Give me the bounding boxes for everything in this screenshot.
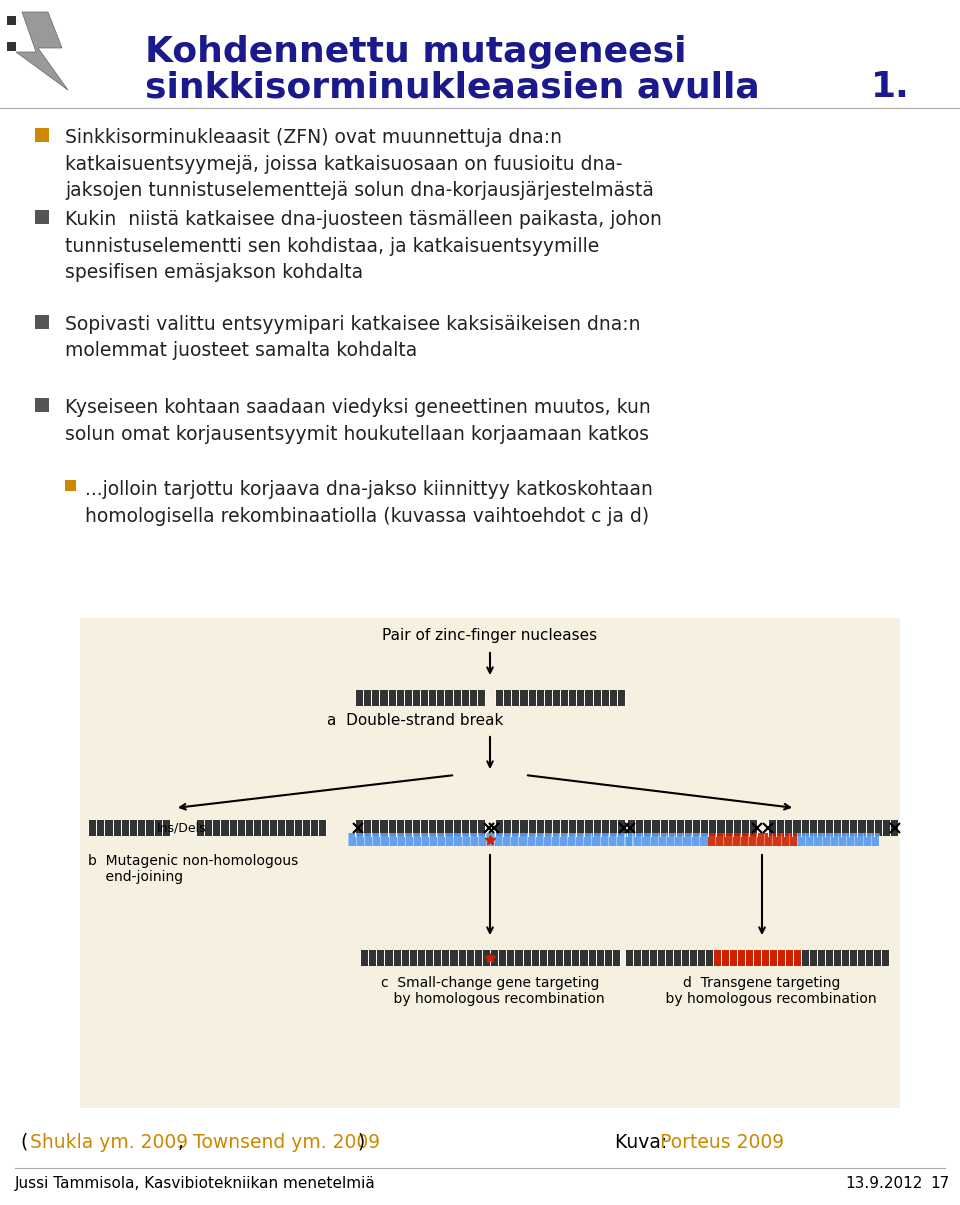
Text: c  Small-change gene targeting
    by homologous recombination: c Small-change gene targeting by homolog… xyxy=(375,976,604,1006)
Bar xyxy=(625,950,713,959)
Text: Pair of zinc-finger nucleases: Pair of zinc-finger nucleases xyxy=(382,628,597,643)
Text: ): ) xyxy=(358,1133,365,1152)
Bar xyxy=(797,833,879,846)
Bar xyxy=(625,957,713,966)
Text: 13.9.2012: 13.9.2012 xyxy=(845,1176,923,1191)
Bar xyxy=(360,950,620,959)
Bar xyxy=(360,957,620,966)
Bar xyxy=(627,819,757,829)
Polygon shape xyxy=(16,12,68,90)
Text: a  Double-strand break: a Double-strand break xyxy=(326,713,503,728)
Bar xyxy=(88,827,170,836)
Bar xyxy=(355,819,485,829)
Bar xyxy=(495,827,625,836)
Text: b  Mutagenic non-homologous
    end-joining: b Mutagenic non-homologous end-joining xyxy=(88,854,299,884)
Bar xyxy=(768,827,898,836)
Bar xyxy=(35,398,49,412)
Bar xyxy=(355,690,485,699)
Bar xyxy=(88,819,170,829)
Bar xyxy=(35,128,49,142)
Bar xyxy=(495,819,625,829)
Bar xyxy=(65,480,76,490)
Text: Shukla ym. 2009: Shukla ym. 2009 xyxy=(30,1133,188,1152)
Text: sinkkisorminukleaasien avulla: sinkkisorminukleaasien avulla xyxy=(145,70,759,104)
Text: Sopivasti valittu entsyymipari katkaisee kaksisäikeisen dna:n
molemmat juosteet : Sopivasti valittu entsyymipari katkaisee… xyxy=(65,315,640,360)
Bar xyxy=(801,957,889,966)
Bar xyxy=(35,210,49,224)
Bar xyxy=(768,819,898,829)
Text: (: ( xyxy=(20,1133,28,1152)
Bar xyxy=(707,833,797,846)
Bar xyxy=(355,696,485,706)
Bar xyxy=(801,950,889,959)
Text: ,: , xyxy=(178,1133,190,1152)
Text: 17: 17 xyxy=(930,1176,949,1191)
Text: Porteus 2009: Porteus 2009 xyxy=(660,1133,784,1152)
Text: Jussi Tammisola, Kasvibiotekniikan menetelmiä: Jussi Tammisola, Kasvibiotekniikan menet… xyxy=(15,1176,375,1191)
Bar xyxy=(196,819,326,829)
Bar xyxy=(627,827,757,836)
Bar xyxy=(625,833,707,846)
Bar xyxy=(495,690,625,699)
Bar xyxy=(80,618,900,1109)
Bar xyxy=(348,833,632,846)
Text: 1.: 1. xyxy=(872,70,910,104)
Text: Kohdennettu mutageneesi: Kohdennettu mutageneesi xyxy=(145,35,686,69)
Text: d  Transgene targeting
    by homologous recombination: d Transgene targeting by homologous reco… xyxy=(648,976,876,1006)
Bar xyxy=(495,696,625,706)
Bar xyxy=(7,16,16,25)
Bar xyxy=(196,827,326,836)
Bar xyxy=(35,315,49,329)
Text: ...jolloin tarjottu korjaava dna-jakso kiinnittyy katkoskohtaan
homologisella re: ...jolloin tarjottu korjaava dna-jakso k… xyxy=(85,480,653,525)
Text: Kyseiseen kohtaan saadaan viedyksi geneettinen muutos, kun
solun omat korjausent: Kyseiseen kohtaan saadaan viedyksi genee… xyxy=(65,398,651,443)
Bar xyxy=(713,950,801,959)
Text: Townsend ym. 2009: Townsend ym. 2009 xyxy=(193,1133,380,1152)
Text: Sinkkisorminukleaasit (ZFN) ovat muunnettuja dna:n
katkaisuentsyymejä, joissa ka: Sinkkisorminukleaasit (ZFN) ovat muunnet… xyxy=(65,128,654,200)
Bar xyxy=(7,42,16,51)
Bar xyxy=(713,957,801,966)
Bar xyxy=(355,827,485,836)
Text: Kukin  niistä katkaisee dna-juosteen täsmälleen paikasta, johon
tunnistuselement: Kukin niistä katkaisee dna-juosteen täsm… xyxy=(65,210,661,282)
Text: Kuva:: Kuva: xyxy=(615,1133,673,1152)
Text: Ins/Dels: Ins/Dels xyxy=(157,822,206,835)
